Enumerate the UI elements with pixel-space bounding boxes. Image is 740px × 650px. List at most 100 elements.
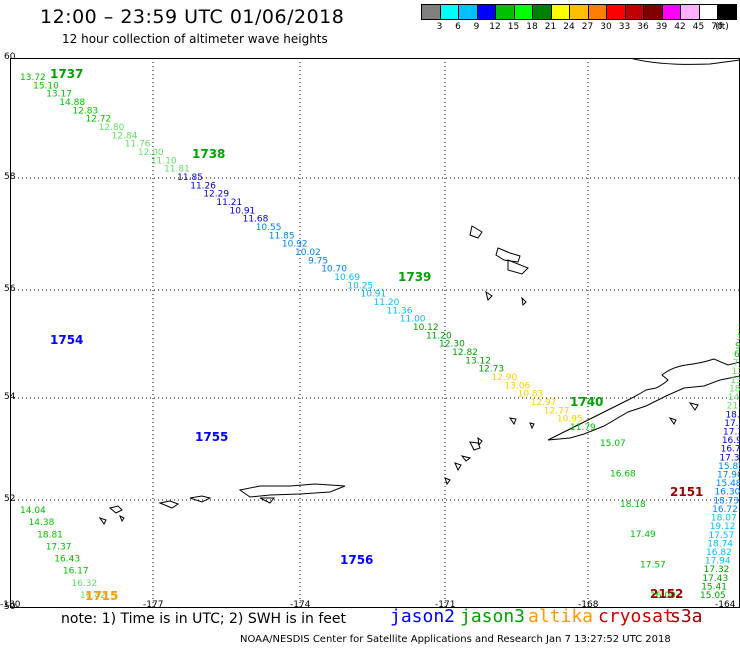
wave-height-value: 19.12	[710, 522, 736, 532]
wave-height-value: 21.83	[727, 402, 740, 412]
wave-height-value: 18.74	[707, 539, 733, 549]
wave-height-value: 16.30	[715, 488, 740, 498]
wave-height-value: 10.70	[321, 265, 347, 275]
pass-time-label: 2152	[650, 587, 683, 601]
wave-height-value: 12.77	[544, 406, 570, 416]
pass-time-label: 1756	[340, 553, 373, 567]
wave-height-value: 15.48	[716, 479, 740, 489]
wave-height-value: 13.72	[20, 73, 46, 83]
wave-height-value: 12.82	[452, 348, 478, 358]
wave-height-value: 11.10	[151, 156, 177, 166]
wave-height-value: 16.68	[610, 469, 636, 479]
color-scale-label: 42	[674, 22, 686, 32]
wave-height-value: 10.12	[413, 323, 439, 333]
wave-height-value: 14.88	[59, 98, 85, 108]
legend-jason3: jason3	[460, 606, 526, 627]
latitude-label: 50	[4, 602, 16, 612]
wave-height-value: 17.43	[702, 574, 728, 584]
color-scale-label: 12	[489, 22, 501, 32]
color-scale-swatch	[606, 4, 626, 20]
latitude-label: 52	[4, 494, 16, 504]
color-scale-swatch	[458, 4, 478, 20]
wave-height-value: 15.85	[718, 462, 740, 472]
color-scale-swatch	[643, 4, 663, 20]
latitude-label: 54	[4, 392, 16, 402]
color-scale-label: 24	[563, 22, 575, 32]
wave-height-value: 10.91	[360, 290, 386, 300]
color-scale-labels: 3 6 9 12 15 18 21 24 27 30 33 36 39 42 45 70 (ft)	[421, 22, 740, 34]
wave-height-value: 16.97	[722, 436, 740, 446]
wave-height-value: 12.00	[138, 148, 164, 158]
wave-height-value: 10.46	[736, 333, 740, 343]
wave-height-value: 17.57	[708, 531, 734, 541]
color-scale-swatch	[476, 4, 496, 20]
latitude-label: 60	[4, 52, 16, 62]
wave-height-value: 17.49	[630, 530, 656, 540]
pass-time-label: 1737	[50, 67, 83, 81]
color-scale-swatch	[624, 4, 644, 20]
wave-height-value: 10.95	[557, 415, 583, 425]
wave-height-value: 12.83	[72, 106, 98, 116]
wave-height-value: 17.31	[723, 427, 740, 437]
wave-height-value: 18.81	[37, 530, 63, 540]
wave-height-value: 11.26	[190, 181, 216, 191]
wave-height-value: 18.18	[620, 500, 646, 510]
wave-height-value: 12.97	[531, 398, 557, 408]
latitude-label: 58	[4, 172, 16, 182]
color-scale-label: 15	[507, 22, 520, 32]
wave-height-value: 11.12	[732, 367, 740, 377]
wave-height-value: 10.25	[347, 281, 373, 291]
wave-height-value: 11.00	[400, 315, 426, 325]
color-scale-swatch	[661, 4, 681, 20]
wave-height-value: 17.94	[705, 557, 731, 567]
wave-height-value: 11.85	[269, 231, 295, 241]
color-scale-label: 33	[618, 22, 631, 32]
wave-height-value: 10.83	[518, 390, 544, 400]
color-scale-swatch	[513, 4, 533, 20]
wave-height-value: 11.36	[387, 306, 413, 316]
wave-height-value: 16.78	[721, 445, 740, 455]
color-scale-label: 36	[637, 22, 649, 32]
pass-time-label: 1715	[85, 589, 118, 603]
color-scale-swatch	[439, 4, 459, 20]
longitude-label: -174	[290, 600, 311, 610]
wave-height-value: 15.07	[600, 439, 626, 449]
wave-height-value: 15.10	[33, 81, 59, 91]
wave-height-value: 17.32	[704, 565, 730, 575]
legend-s3a: s3a	[670, 606, 703, 627]
color-scale-label: 39	[655, 22, 668, 32]
wave-height-value: 16.00	[650, 591, 676, 601]
wave-height-value: 15.41	[701, 582, 727, 592]
wave-height-value: 16.32	[71, 579, 97, 589]
color-scale-label: 21	[544, 22, 557, 32]
color-scale-label: 30	[600, 22, 612, 32]
wave-height-value: 11.81	[164, 165, 190, 175]
wave-height-tracks: 13.7215.1013.1714.8812.8312.7212.8012.84…	[20, 67, 740, 603]
coastline	[98, 58, 740, 525]
legend-cryosat: cryosat	[598, 606, 674, 627]
wave-height-value: 13.06	[505, 381, 531, 391]
color-scale	[421, 4, 737, 20]
pass-time-label: 1738	[192, 147, 225, 161]
wave-height-value: 17.33	[719, 453, 740, 463]
wave-height-value: 14.88	[728, 393, 740, 403]
wave-height-value: 10.02	[295, 248, 321, 258]
page-subtitle: 12 hour collection of altimeter wave hei…	[62, 32, 328, 46]
pass-time-label: 1755	[195, 430, 228, 444]
wave-height-value: 17.00	[724, 419, 740, 429]
wave-height-value: 13.45	[730, 376, 740, 386]
color-scale-swatch	[550, 4, 570, 20]
color-scale-label: 3	[436, 22, 443, 32]
wave-height-value: 12.80	[99, 123, 125, 133]
wave-height-value: 16.43	[54, 555, 80, 565]
wave-height-value: 10.92	[282, 240, 308, 250]
wave-height-value: 12.90	[491, 373, 517, 383]
wave-height-value: 18.07	[711, 514, 737, 524]
pass-time-label: 1740	[570, 395, 603, 409]
color-scale-swatch	[532, 4, 552, 20]
wave-height-value: 9.50	[735, 341, 740, 351]
legend-jason2: jason2	[390, 606, 456, 627]
wave-height-value: 10.55	[256, 223, 282, 233]
wave-height-value: 11.68	[243, 215, 269, 225]
wave-height-value: 11.03	[738, 324, 740, 334]
